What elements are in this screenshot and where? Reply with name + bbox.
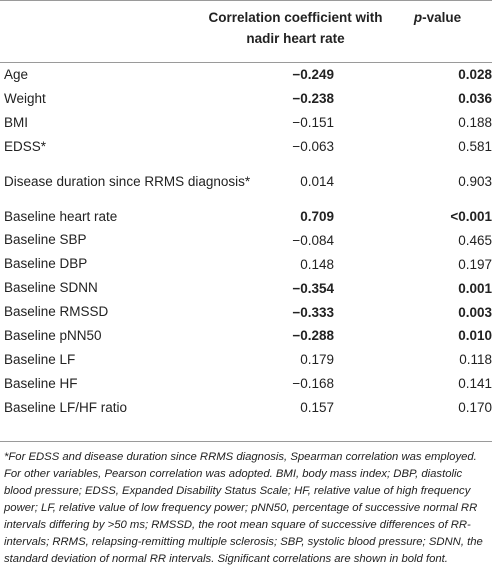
row-correlation-coefficient: −0.063 — [292, 139, 334, 155]
row-label: Baseline RMSSD — [4, 304, 109, 320]
table-row: Baseline SDNN −0.354 0.001 — [0, 276, 492, 300]
table-row: Baseline LF 0.179 0.118 — [0, 348, 492, 372]
row-correlation-coefficient: −0.354 — [292, 280, 334, 296]
header-coef-line1: Correlation coefficient with — [208, 10, 383, 25]
table-row: BMI −0.151 0.188 — [0, 111, 492, 135]
row-spacer — [334, 252, 388, 276]
row-label: Baseline LF — [4, 351, 76, 367]
table-footnote: *For EDSS and disease duration since RRM… — [4, 451, 483, 565]
row-spacer — [334, 348, 388, 372]
row-p-value: 0.036 — [458, 91, 492, 107]
table-body: Age −0.249 0.028 Weight −0.238 0.036 BMI −0.151… — [0, 63, 492, 420]
row-p-value: 0.188 — [458, 115, 492, 131]
row-correlation-coefficient: −0.238 — [292, 91, 334, 107]
row-correlation-coefficient: −0.249 — [292, 67, 334, 83]
header-rule — [0, 62, 492, 63]
row-correlation-coefficient: 0.014 — [300, 174, 334, 190]
row-p-value: 0.118 — [459, 352, 492, 368]
table-row: Baseline pNN50 −0.288 0.010 — [0, 324, 492, 348]
row-label: Weight — [4, 90, 46, 106]
header-correlation-coefficient: Correlation coefficient with nadir heart… — [208, 7, 383, 49]
table-row: Baseline DBP 0.148 0.197 — [0, 252, 492, 276]
row-correlation-coefficient: 0.157 — [300, 400, 334, 416]
row-p-value: 0.010 — [458, 328, 492, 344]
header-p-suffix: -value — [422, 10, 462, 25]
row-correlation-coefficient: −0.288 — [292, 328, 334, 344]
row-p-value: 0.141 — [458, 376, 492, 392]
row-label: Age — [4, 66, 29, 82]
row-label: Disease duration since RRMS diagnosis* — [4, 173, 251, 189]
row-spacer — [334, 135, 388, 159]
table-row: Baseline HF −0.168 0.141 — [0, 372, 492, 396]
row-label: Baseline SBP — [4, 232, 87, 248]
row-spacer — [334, 87, 388, 111]
row-p-value: 0.028 — [458, 67, 492, 83]
row-spacer — [334, 63, 388, 87]
table-row: Age −0.249 0.028 — [0, 63, 492, 87]
row-spacer — [334, 372, 388, 396]
row-p-value: 0.581 — [458, 139, 492, 155]
row-label: BMI — [4, 114, 29, 130]
row-p-value: 0.001 — [458, 280, 492, 296]
header-p-value: p-value — [383, 7, 492, 28]
row-correlation-coefficient: −0.151 — [292, 115, 334, 131]
row-label: EDSS* — [4, 138, 47, 154]
table-row: Disease duration since RRMS diagnosis* 0.… — [0, 159, 492, 205]
row-label: Baseline pNN50 — [4, 327, 102, 343]
row-correlation-coefficient: −0.084 — [292, 232, 334, 248]
row-p-value: 0.465 — [458, 232, 492, 248]
bottom-rule — [0, 441, 492, 442]
table-row: Baseline heart rate 0.709 <0.001 — [0, 205, 492, 229]
row-spacer — [334, 324, 388, 348]
row-correlation-coefficient: 0.148 — [300, 256, 334, 272]
row-correlation-coefficient: 0.709 — [300, 209, 334, 224]
top-rule — [0, 0, 492, 1]
row-correlation-coefficient: 0.179 — [300, 352, 334, 368]
row-label: Baseline HF — [4, 375, 78, 391]
row-correlation-coefficient: −0.333 — [292, 304, 334, 320]
row-p-value: 0.903 — [458, 174, 492, 190]
row-p-value: 0.170 — [458, 400, 492, 416]
row-spacer — [334, 205, 388, 229]
header-coef-line2: nadir heart rate — [246, 31, 345, 46]
row-label: Baseline DBP — [4, 256, 88, 272]
row-label: Baseline LF/HF ratio — [4, 399, 128, 415]
table-row: Weight −0.238 0.036 — [0, 87, 492, 111]
table-row: Baseline RMSSD −0.333 0.003 — [0, 300, 492, 324]
row-p-value: 0.197 — [458, 256, 492, 272]
row-spacer — [334, 276, 388, 300]
row-label: Baseline SDNN — [4, 280, 98, 296]
header-p-italic: p — [413, 10, 423, 25]
row-p-value: <0.001 — [450, 209, 492, 224]
row-spacer — [334, 111, 388, 135]
row-correlation-coefficient: −0.168 — [292, 376, 334, 392]
table-row: EDSS* −0.063 0.581 — [0, 135, 492, 159]
correlation-table: Age −0.249 0.028 Weight −0.238 0.036 BMI −0.151… — [0, 63, 492, 420]
row-spacer — [334, 228, 388, 252]
row-label: Baseline heart rate — [4, 208, 118, 224]
row-spacer — [334, 396, 388, 420]
row-spacer — [334, 300, 388, 324]
row-spacer — [334, 159, 388, 205]
table-row: Baseline LF/HF ratio 0.157 0.170 — [0, 396, 492, 420]
row-p-value: 0.003 — [458, 304, 492, 320]
table-row: Baseline SBP −0.084 0.465 — [0, 228, 492, 252]
